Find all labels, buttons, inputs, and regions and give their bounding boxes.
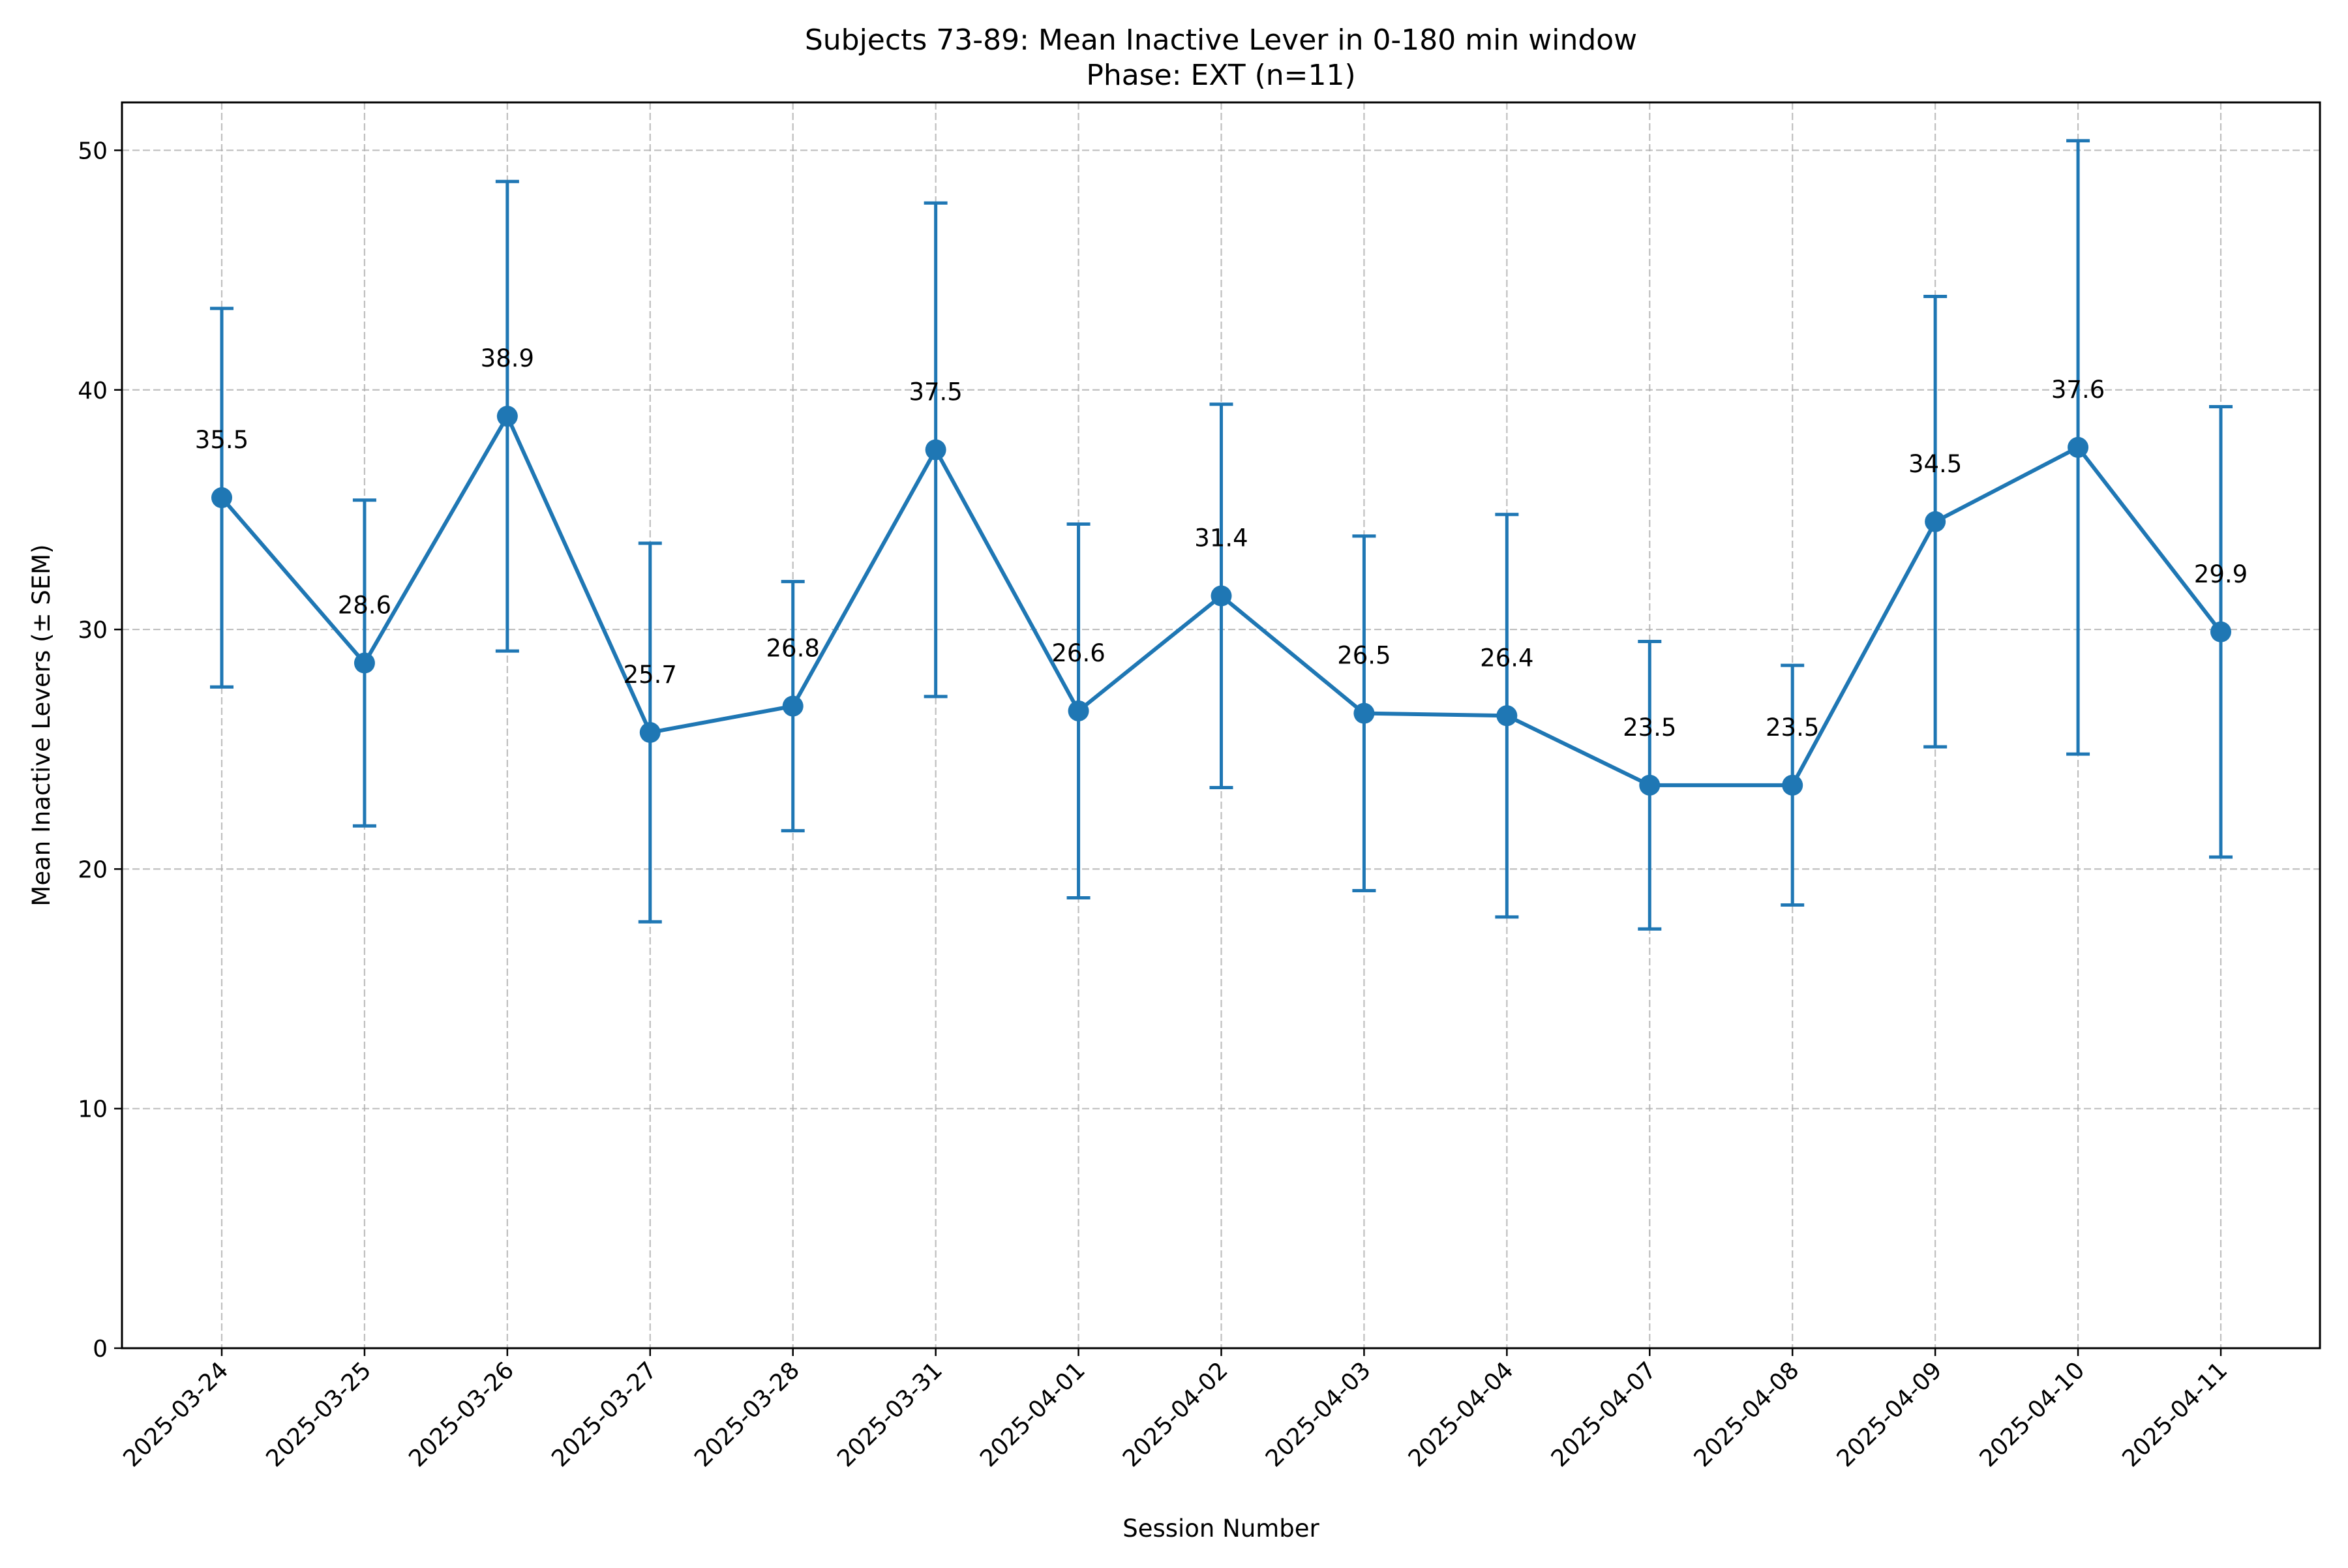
y-tick-label: 30 (78, 617, 108, 644)
chart-subtitle: Phase: EXT (n=11) (1086, 59, 1355, 92)
y-axis-label: Mean Inactive Levers (± SEM) (27, 544, 55, 906)
data-point (1782, 774, 1803, 796)
x-tick-label: 2025-03-27 (547, 1357, 662, 1472)
data-label: 29.9 (2194, 560, 2248, 588)
data-label: 28.6 (338, 592, 391, 620)
x-tick-label: 2025-04-08 (1689, 1357, 1805, 1472)
x-tick-label: 2025-03-25 (261, 1357, 376, 1472)
data-point (2068, 436, 2089, 458)
data-label: 26.4 (1480, 644, 1533, 672)
x-tick-label: 2025-03-24 (118, 1357, 233, 1472)
series-inactive-levers: 35.5 28.6 38.9 25.7 26.8 37.5 26.6 31.4 26.5 26.4… (195, 139, 2248, 931)
data-point (496, 406, 518, 427)
x-axis-label: Session Number (1122, 1515, 1319, 1543)
data-label: 26.6 (1051, 639, 1105, 667)
data-point (1639, 774, 1661, 796)
data-label: 35.5 (195, 426, 248, 454)
x-tick-label: 2025-04-07 (1546, 1357, 1662, 1472)
x-tick-label: 2025-03-28 (689, 1357, 805, 1472)
data-label: 34.5 (1908, 450, 1962, 478)
data-point (1925, 511, 1946, 532)
data-label: 37.5 (909, 378, 962, 406)
data-point (211, 487, 232, 509)
y-tick-label: 50 (78, 138, 108, 164)
y-tick-label: 10 (78, 1096, 108, 1123)
data-point (1211, 585, 1232, 607)
x-tick-label: 2025-04-01 (975, 1357, 1091, 1472)
x-tick-label: 2025-04-04 (1404, 1357, 1519, 1472)
data-label: 23.5 (1766, 714, 1819, 742)
x-tick-label: 2025-04-11 (2117, 1357, 2233, 1472)
data-label: 23.5 (1623, 714, 1676, 742)
data-point (354, 652, 375, 674)
x-tick-label: 2025-04-03 (1261, 1357, 1376, 1472)
data-point (1496, 705, 1518, 727)
data-point (925, 439, 946, 460)
x-tick-label: 2025-03-26 (404, 1357, 519, 1472)
data-point (639, 722, 661, 744)
y-tick-label: 40 (78, 378, 108, 404)
data-label: 38.9 (481, 344, 534, 372)
data-point (1353, 702, 1375, 724)
data-label: 26.5 (1337, 642, 1391, 670)
data-point (782, 695, 804, 717)
data-point (1068, 700, 1089, 721)
data-point (2210, 621, 2231, 642)
y-axis-ticks: 0 10 20 30 40 50 (78, 138, 122, 1363)
data-label: 31.4 (1194, 524, 1248, 552)
y-tick-label: 0 (93, 1336, 108, 1363)
x-tick-label: 2025-04-10 (1975, 1357, 2090, 1472)
chart-title: Subjects 73-89: Mean Inactive Lever in 0… (805, 23, 1637, 57)
x-axis-ticks: 2025-03-24 2025-03-25 2025-03-26 2025-03-27… (118, 1348, 2233, 1472)
data-label: 25.7 (624, 661, 677, 689)
y-tick-label: 20 (78, 856, 108, 883)
x-tick-label: 2025-03-31 (832, 1357, 948, 1472)
x-tick-label: 2025-04-09 (1832, 1357, 1948, 1472)
x-tick-label: 2025-04-02 (1118, 1357, 1233, 1472)
data-label: 37.6 (2051, 376, 2105, 404)
data-label: 26.8 (766, 635, 820, 663)
